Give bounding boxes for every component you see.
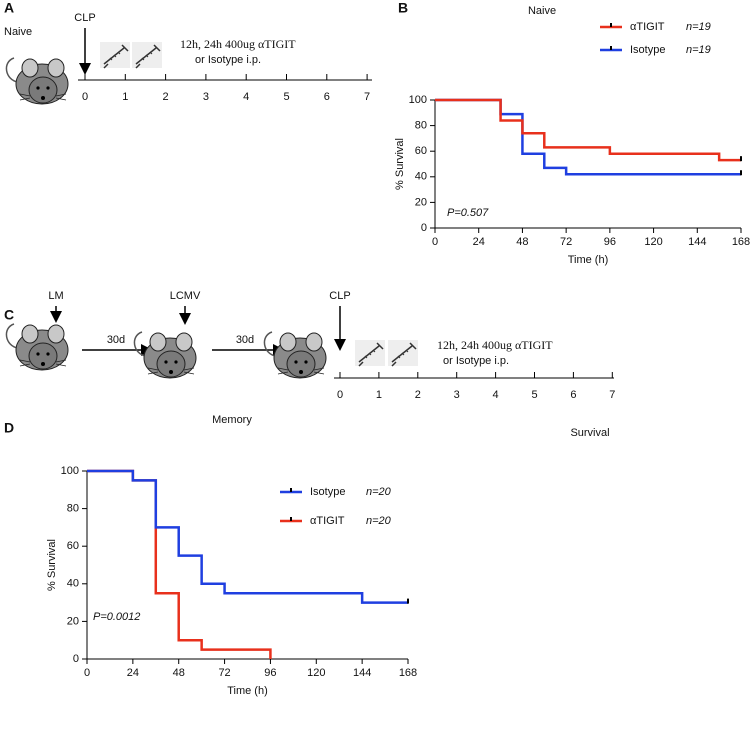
p-value: P=0.507 bbox=[447, 207, 489, 219]
timeline-label: 2 bbox=[415, 389, 421, 401]
timeline-label: 7 bbox=[364, 91, 370, 103]
timeline-label: 6 bbox=[324, 91, 330, 103]
panel-label: D bbox=[4, 420, 14, 436]
x-axis-label: Time (h) bbox=[227, 685, 268, 697]
event-label: LCMV bbox=[170, 290, 201, 302]
endpoint-label: Survival bbox=[570, 427, 609, 439]
mouse-icon bbox=[263, 331, 327, 379]
syringe-icon bbox=[354, 339, 386, 367]
x-tick-label: 168 bbox=[399, 667, 417, 679]
x-tick-label: 72 bbox=[560, 236, 572, 248]
x-tick-label: 0 bbox=[84, 667, 90, 679]
x-tick-label: 96 bbox=[604, 236, 616, 248]
x-tick-label: 24 bbox=[473, 236, 485, 248]
timeline-label: 3 bbox=[454, 389, 460, 401]
p-value: P=0.0012 bbox=[93, 611, 140, 623]
y-tick-label: 100 bbox=[409, 94, 427, 106]
timeline-label: 1 bbox=[376, 389, 382, 401]
panel-label: B bbox=[398, 0, 408, 16]
x-tick-label: 120 bbox=[644, 236, 662, 248]
mouse-icon bbox=[5, 57, 69, 105]
timeline-label: 4 bbox=[243, 91, 249, 103]
survival-curve bbox=[87, 469, 272, 659]
timeline-label: 1 bbox=[122, 91, 128, 103]
syringe-icon bbox=[131, 41, 163, 69]
panel-label: C bbox=[4, 307, 14, 323]
y-tick-label: 40 bbox=[67, 578, 79, 590]
timeline-label: 6 bbox=[570, 389, 576, 401]
y-tick-label: 100 bbox=[61, 465, 79, 477]
y-tick-label: 20 bbox=[67, 615, 79, 627]
mouse-icon bbox=[5, 323, 69, 371]
x-tick-label: 144 bbox=[353, 667, 371, 679]
interval-label: 30d bbox=[236, 334, 254, 346]
legend-label: αTIGIT bbox=[630, 21, 665, 33]
timeline-label: 3 bbox=[203, 91, 209, 103]
survival-curve bbox=[435, 98, 741, 162]
event-label: CLP bbox=[329, 290, 350, 302]
chart-title: Naive bbox=[528, 5, 556, 17]
timeline-label: 7 bbox=[609, 389, 615, 401]
x-tick-label: 168 bbox=[732, 236, 750, 248]
x-axis-label: Time (h) bbox=[568, 254, 609, 266]
syringe-icon bbox=[387, 339, 419, 367]
treatment-text: or Isotype i.p. bbox=[195, 54, 261, 66]
treatment-text: 12h, 24h 400ug αTIGIT bbox=[437, 338, 553, 352]
syringe-icon bbox=[99, 41, 131, 69]
x-tick-label: 96 bbox=[264, 667, 276, 679]
y-axis-label: % Survival bbox=[394, 138, 406, 190]
y-tick-label: 60 bbox=[67, 540, 79, 552]
x-tick-label: 24 bbox=[127, 667, 139, 679]
x-tick-label: 120 bbox=[307, 667, 325, 679]
y-tick-label: 0 bbox=[73, 653, 79, 665]
event-label: CLP bbox=[74, 12, 95, 24]
legend-label: Isotype bbox=[310, 486, 345, 498]
treatment-text: or Isotype i.p. bbox=[443, 355, 509, 367]
y-tick-label: 80 bbox=[67, 503, 79, 515]
chart-title: Memory bbox=[212, 414, 252, 426]
mouse-icon bbox=[133, 331, 197, 379]
timeline-label: 0 bbox=[337, 389, 343, 401]
panel-label: A bbox=[4, 0, 14, 16]
legend-label: Isotype bbox=[630, 44, 665, 56]
legend-label: αTIGIT bbox=[310, 515, 345, 527]
interval-label: 30d bbox=[107, 334, 125, 346]
timeline-ticks: 0 1 2 3 4 5 6 7 bbox=[337, 372, 615, 401]
y-axis-label: % Survival bbox=[46, 539, 58, 591]
legend-note: n=19 bbox=[686, 21, 711, 33]
y-tick-label: 80 bbox=[415, 120, 427, 132]
x-tick-label: 72 bbox=[218, 667, 230, 679]
y-tick-label: 40 bbox=[415, 171, 427, 183]
survival-curve bbox=[435, 98, 741, 176]
x-tick-label: 0 bbox=[432, 236, 438, 248]
event-label: LM bbox=[48, 290, 63, 302]
legend-note: n=19 bbox=[686, 44, 711, 56]
legend-note: n=20 bbox=[366, 486, 392, 498]
x-tick-label: 144 bbox=[688, 236, 706, 248]
treatment-text: 12h, 24h 400ug αTIGIT bbox=[180, 37, 296, 51]
legend-note: n=20 bbox=[366, 515, 392, 527]
group-label: Naive bbox=[4, 26, 32, 38]
x-tick-label: 48 bbox=[173, 667, 185, 679]
timeline-label: 2 bbox=[163, 91, 169, 103]
timeline-label: 5 bbox=[531, 389, 537, 401]
y-tick-label: 0 bbox=[421, 222, 427, 234]
y-tick-label: 60 bbox=[415, 145, 427, 157]
x-tick-label: 48 bbox=[516, 236, 528, 248]
timeline-label: 5 bbox=[283, 91, 289, 103]
y-tick-label: 20 bbox=[415, 196, 427, 208]
timeline-label: 4 bbox=[493, 389, 499, 401]
timeline-label: 0 bbox=[82, 91, 88, 103]
survival-curve bbox=[87, 469, 408, 604]
timeline-ticks: 0 1 2 3 4 5 6 7 bbox=[82, 74, 370, 103]
